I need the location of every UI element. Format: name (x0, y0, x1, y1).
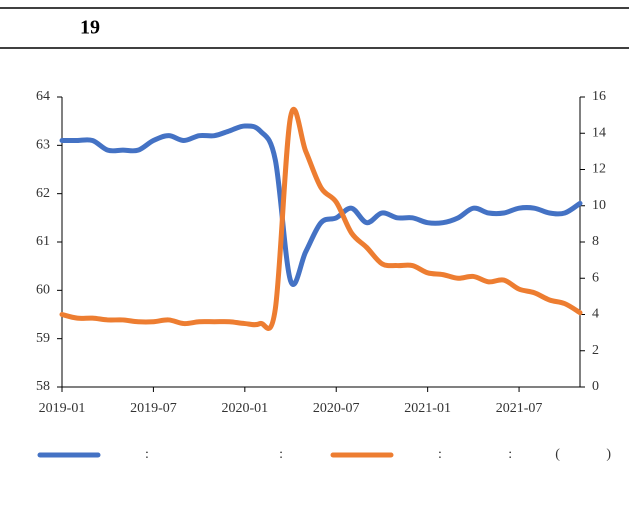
y-tick-label: 61 (36, 234, 50, 249)
x-tick-label: 2020-07 (313, 401, 360, 416)
legend-label: : : ( ) (438, 447, 611, 462)
y2-tick-label: 4 (592, 307, 599, 322)
y2-tick-label: 14 (592, 125, 606, 140)
chart-title: 19 (80, 17, 100, 39)
y2-tick-label: 16 (592, 89, 606, 104)
y2-tick-label: 10 (592, 198, 606, 213)
series-line (59, 106, 583, 331)
y2-tick-label: 6 (592, 270, 599, 285)
x-tick-label: 2019-07 (130, 401, 177, 416)
y-tick-label: 62 (36, 186, 50, 201)
x-tick-label: 2021-07 (496, 401, 543, 416)
y-tick-label: 60 (36, 283, 50, 298)
y2-tick-label: 0 (592, 379, 599, 394)
x-tick-label: 2019-01 (39, 401, 86, 416)
x-tick-label: 2021-01 (404, 401, 451, 416)
y-tick-label: 64 (36, 89, 50, 104)
x-tick-label: 2020-01 (221, 401, 268, 416)
y-tick-label: 63 (36, 138, 50, 153)
series-line (59, 123, 583, 287)
y-tick-label: 59 (36, 331, 50, 346)
legend-label: : : (145, 447, 283, 462)
y2-tick-label: 12 (592, 162, 606, 177)
y2-tick-label: 8 (592, 234, 599, 249)
y-tick-label: 58 (36, 379, 50, 394)
y2-tick-label: 2 (592, 343, 599, 358)
